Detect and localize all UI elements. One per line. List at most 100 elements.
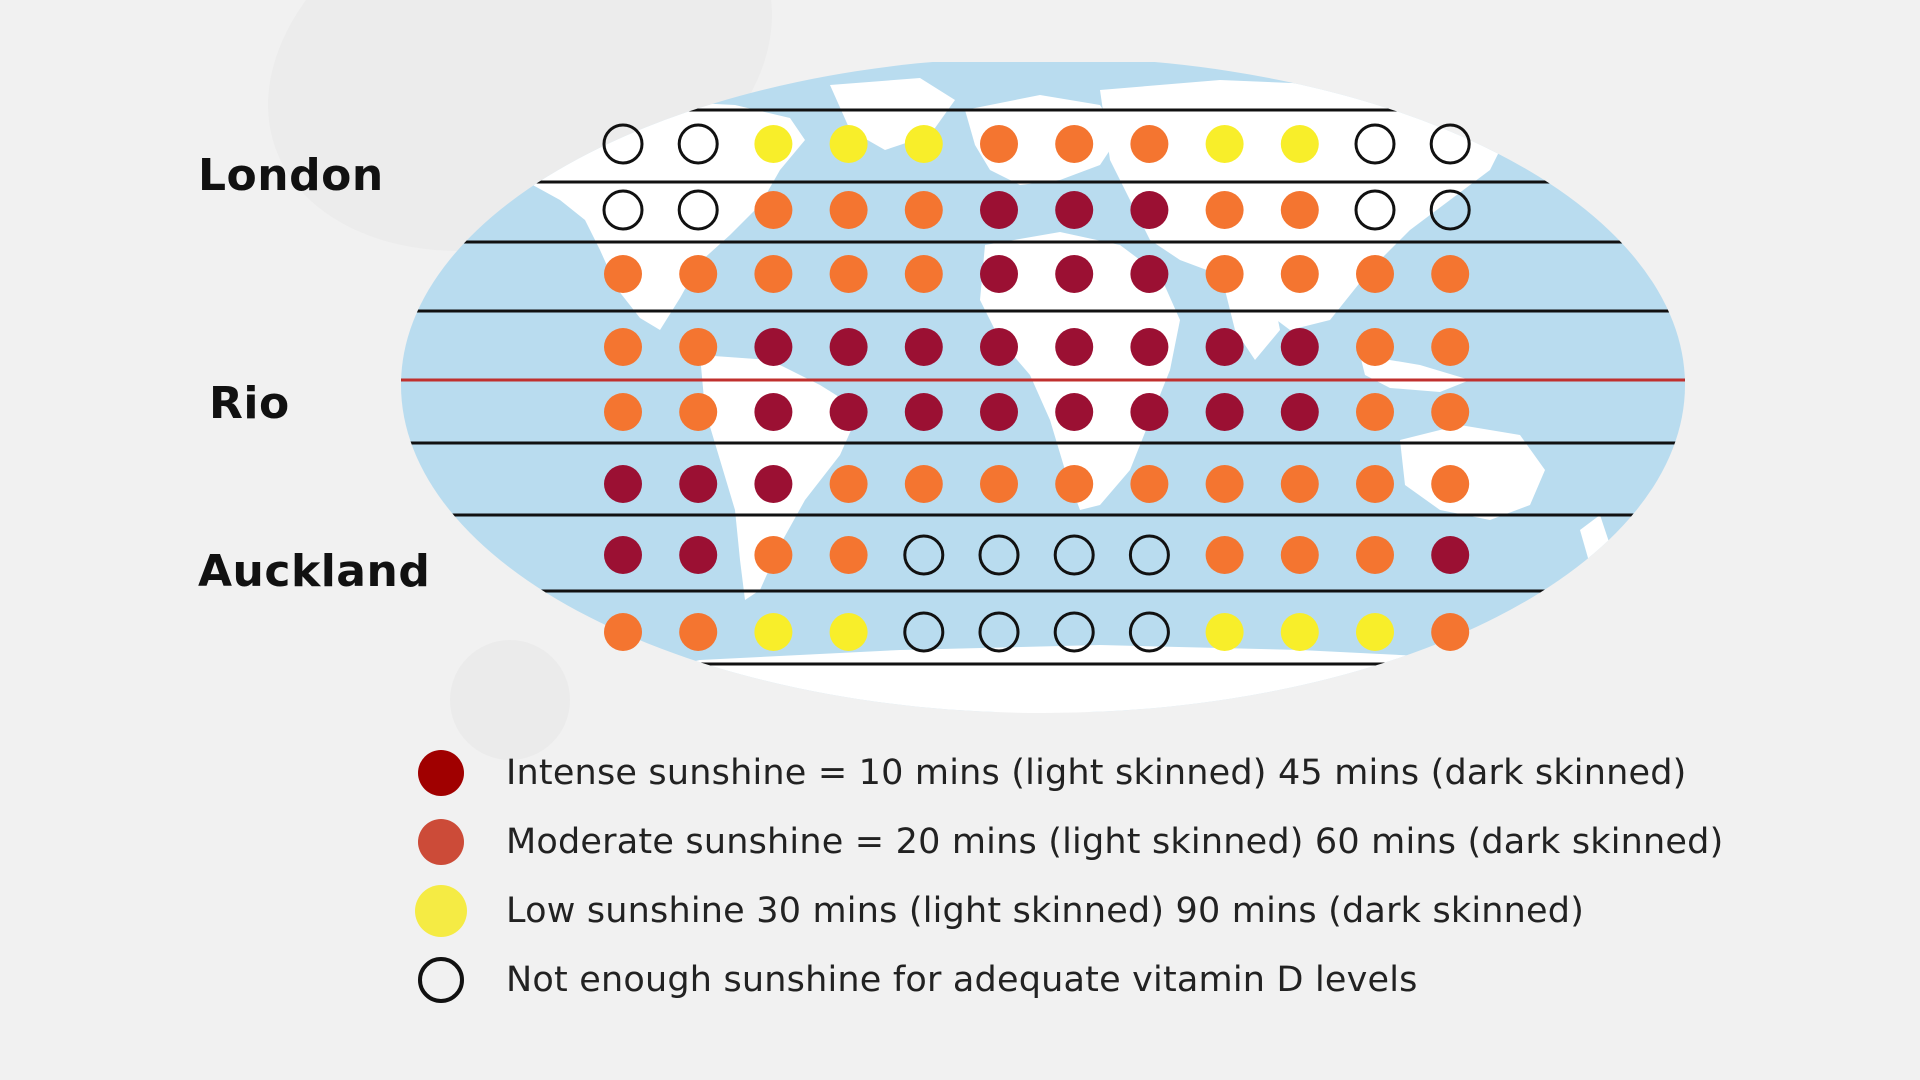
- sunshine-dot-moderate: [1205, 191, 1244, 229]
- sunshine-dot-moderate: [754, 191, 793, 229]
- sunshine-dot-moderate: [1280, 536, 1319, 574]
- sunshine-dot-intense: [1055, 393, 1094, 431]
- legend-label-low: Low sunshine 30 mins (light skinned) 90 …: [506, 890, 1585, 931]
- sunshine-dot-none: [677, 189, 719, 231]
- sunshine-dot-grid: [602, 123, 1471, 653]
- sunshine-dot-none: [1128, 611, 1170, 653]
- sunshine-dot-moderate: [829, 255, 868, 293]
- sunshine-dot-low: [1205, 613, 1244, 651]
- sunshine-dot-moderate: [1356, 255, 1394, 293]
- sunshine-dot-low: [1205, 125, 1244, 163]
- sunshine-dot-intense: [1431, 536, 1470, 574]
- sunshine-dot-low: [829, 125, 868, 163]
- sunshine-dot-moderate: [604, 613, 642, 651]
- sunshine-dot-moderate: [829, 191, 868, 229]
- sunshine-dot-moderate: [1356, 465, 1394, 503]
- city-label-auckland: Auckland: [198, 546, 431, 597]
- india-landmass: [1220, 270, 1280, 360]
- legend: Intense sunshine = 10 mins (light skinne…: [415, 738, 1723, 1014]
- legend-item-none: Not enough sunshine for adequate vitamin…: [418, 945, 1723, 1014]
- sunshine-dot-intense: [904, 328, 943, 366]
- sunshine-dot-moderate: [829, 536, 868, 574]
- sunshine-dot-moderate: [1431, 465, 1470, 503]
- sunshine-dot-none: [978, 534, 1020, 576]
- sunshine-dot-none: [602, 123, 644, 165]
- sunshine-dot-moderate: [604, 328, 642, 366]
- sunshine-dot-moderate: [1356, 536, 1394, 574]
- sunshine-dot-low: [1280, 613, 1319, 651]
- sunshine-dot-moderate: [1205, 465, 1244, 503]
- sunshine-dot-low: [754, 613, 793, 651]
- city-label-rio: Rio: [209, 378, 290, 429]
- sunshine-dot-none: [1354, 189, 1396, 231]
- sunshine-dot-moderate: [980, 465, 1018, 503]
- sunshine-dot-intense: [980, 255, 1018, 293]
- legend-label-none: Not enough sunshine for adequate vitamin…: [506, 959, 1418, 1000]
- sunshine-dot-none: [978, 611, 1020, 653]
- background-blob: [450, 640, 570, 760]
- sunshine-dot-moderate: [1356, 328, 1394, 366]
- sunshine-dot-none: [1354, 123, 1396, 165]
- sunshine-dot-moderate: [679, 613, 718, 651]
- indonesia-islands: [1360, 355, 1470, 392]
- legend-item-moderate: Moderate sunshine = 20 mins (light skinn…: [418, 807, 1723, 876]
- sunshine-dot-moderate: [904, 191, 943, 229]
- legend-label-intense: Intense sunshine = 10 mins (light skinne…: [506, 752, 1687, 793]
- sunshine-dot-moderate: [904, 465, 943, 503]
- sunshine-dot-moderate: [1431, 393, 1470, 431]
- sunshine-dot-intense: [604, 465, 642, 503]
- legend-label-moderate: Moderate sunshine = 20 mins (light skinn…: [506, 821, 1724, 862]
- sunshine-dot-moderate: [604, 393, 642, 431]
- sunshine-dot-moderate: [1431, 328, 1470, 366]
- sunshine-dot-moderate: [1205, 255, 1244, 293]
- sunshine-dot-none: [1429, 123, 1471, 165]
- legend-swatch-intense: [418, 749, 464, 796]
- sunshine-dot-none: [1053, 534, 1095, 576]
- sunshine-dot-intense: [754, 393, 793, 431]
- sunshine-dot-intense: [829, 393, 868, 431]
- sunshine-dot-intense: [1130, 255, 1169, 293]
- sunshine-dot-intense: [1205, 393, 1244, 431]
- sunshine-dot-low: [1280, 125, 1319, 163]
- sunshine-dot-none: [903, 611, 945, 653]
- sunshine-dot-intense: [1130, 393, 1169, 431]
- sunshine-dot-none: [1128, 534, 1170, 576]
- sunshine-dot-moderate: [1280, 191, 1319, 229]
- sunshine-dot-intense: [904, 393, 943, 431]
- sunshine-dot-moderate: [1055, 125, 1094, 163]
- legend-swatch-low: [415, 884, 467, 937]
- legend-item-low: Low sunshine 30 mins (light skinned) 90 …: [415, 876, 1723, 945]
- europe-landmass: [965, 95, 1120, 185]
- sunshine-dot-none: [602, 189, 644, 231]
- sunshine-dot-intense: [679, 465, 718, 503]
- sunshine-dot-moderate: [1130, 465, 1169, 503]
- sunshine-dot-none: [1429, 189, 1471, 231]
- sunshine-dot-moderate: [1356, 393, 1394, 431]
- sunshine-dot-moderate: [679, 255, 718, 293]
- sunshine-dot-moderate: [1130, 125, 1169, 163]
- sunshine-dot-intense: [1055, 255, 1094, 293]
- sunshine-dot-intense: [1130, 328, 1169, 366]
- sunshine-dot-intense: [754, 328, 793, 366]
- sunshine-dot-low: [829, 613, 868, 651]
- legend-swatch-moderate: [418, 818, 464, 865]
- sunshine-dot-intense: [754, 465, 793, 503]
- sunshine-dot-none: [1053, 611, 1095, 653]
- sunshine-dot-low: [1356, 613, 1394, 651]
- sunshine-dot-moderate: [679, 393, 718, 431]
- sunshine-dot-low: [904, 125, 943, 163]
- sunshine-dot-moderate: [1431, 255, 1470, 293]
- sunshine-dot-moderate: [754, 255, 793, 293]
- sunshine-dot-moderate: [1205, 536, 1244, 574]
- city-label-london: London: [198, 150, 384, 201]
- sunshine-dot-intense: [1280, 328, 1319, 366]
- sunshine-dot-moderate: [1280, 255, 1319, 293]
- sunshine-dot-moderate: [1431, 613, 1470, 651]
- sunshine-dot-intense: [980, 393, 1018, 431]
- legend-swatch-none: [418, 956, 464, 1003]
- sunshine-dot-moderate: [604, 255, 642, 293]
- sunshine-dot-moderate: [754, 536, 793, 574]
- sunshine-dot-intense: [980, 191, 1018, 229]
- sunshine-dot-moderate: [829, 465, 868, 503]
